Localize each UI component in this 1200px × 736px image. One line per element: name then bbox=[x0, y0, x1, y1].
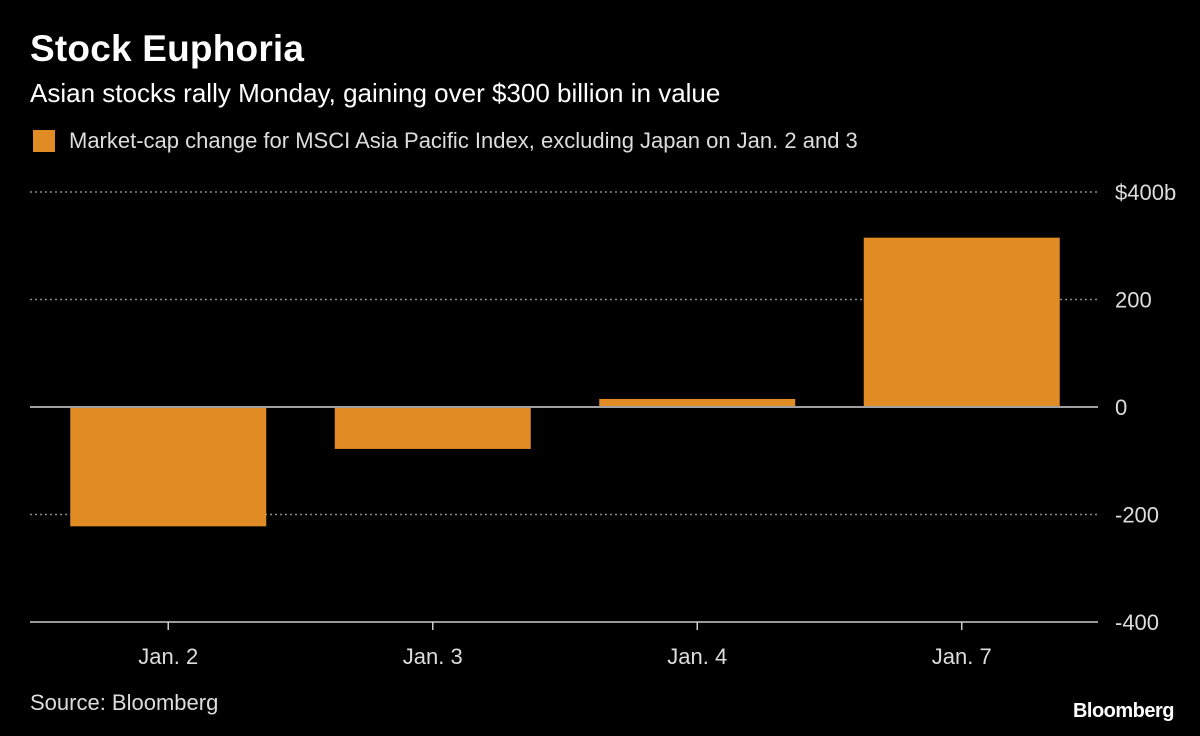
bloomberg-logo: Bloomberg bbox=[1072, 700, 1175, 722]
legend-swatch bbox=[33, 130, 55, 152]
bar-layer bbox=[70, 237, 1060, 527]
source-note: Source: Bloomberg bbox=[30, 690, 219, 715]
bar bbox=[70, 407, 267, 527]
label-layer: $400b 200 0 -200 -400 Jan. 2 Jan. 3 Jan. 4 Jan. … bbox=[138, 180, 1176, 669]
y-tick-label: 200 bbox=[1115, 288, 1152, 313]
legend: Market-cap change for MSCI Asia Pacific … bbox=[33, 128, 858, 154]
x-tick-label: Jan. 2 bbox=[138, 644, 198, 669]
y-tick-label: $400b bbox=[1115, 180, 1176, 205]
x-tick-label: Jan. 3 bbox=[403, 644, 463, 669]
axis-layer bbox=[30, 406, 1098, 630]
bar bbox=[863, 237, 1060, 407]
y-tick-label: -200 bbox=[1115, 503, 1159, 528]
chart-title: Stock Euphoria bbox=[30, 28, 305, 69]
legend-label: Market-cap change for MSCI Asia Pacific … bbox=[69, 128, 858, 153]
y-tick-label: 0 bbox=[1115, 395, 1127, 420]
x-tick-label: Jan. 7 bbox=[932, 644, 992, 669]
x-tick-label: Jan. 4 bbox=[667, 644, 727, 669]
bar bbox=[599, 398, 796, 407]
chart-subtitle: Asian stocks rally Monday, gaining over … bbox=[30, 78, 721, 108]
y-tick-label: -400 bbox=[1115, 610, 1159, 635]
bar bbox=[334, 407, 531, 449]
